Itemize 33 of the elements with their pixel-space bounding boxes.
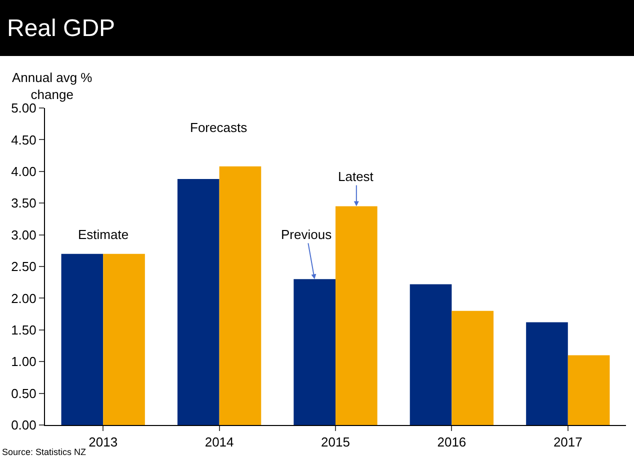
x-tick-label: 2014 xyxy=(204,434,234,450)
y-tick-label: 4.00 xyxy=(11,164,36,179)
bar xyxy=(336,206,378,425)
annotation: Estimate xyxy=(78,227,129,242)
bar xyxy=(452,310,494,425)
bar xyxy=(61,254,104,425)
y-tick-label: 1.50 xyxy=(11,322,36,338)
bar xyxy=(410,284,452,425)
annotation: Latest xyxy=(338,169,374,184)
bar xyxy=(177,179,220,425)
y-tick-label: 0.50 xyxy=(11,386,36,401)
bar xyxy=(568,355,610,425)
x-tick-label: 2015 xyxy=(321,434,350,450)
x-tick-label: 2017 xyxy=(553,434,582,450)
chart-title: Real GDP xyxy=(7,15,116,42)
y-tick-label: 1.00 xyxy=(11,354,36,370)
bar xyxy=(219,166,262,425)
bar xyxy=(526,322,568,425)
annotation: Previous xyxy=(281,227,332,242)
annotation: Forecasts xyxy=(190,120,248,135)
y-tick-label: 2.00 xyxy=(11,290,36,306)
y-tick-label: 2.50 xyxy=(11,259,36,274)
y-axis-title: Annual avg % change xyxy=(12,70,93,102)
source-note: Source: Statistics NZ xyxy=(2,447,87,457)
bar xyxy=(294,279,336,425)
y-tick-label: 4.50 xyxy=(11,132,36,148)
x-tick-label: 2013 xyxy=(88,434,118,450)
x-tick-label: 2016 xyxy=(437,434,466,450)
y-tick-label: 3.00 xyxy=(11,227,36,242)
bar xyxy=(103,254,145,425)
y-tick-label: 5.00 xyxy=(11,100,36,116)
y-tick-label: 3.50 xyxy=(11,196,36,211)
y-tick-label: 0.00 xyxy=(11,418,36,433)
